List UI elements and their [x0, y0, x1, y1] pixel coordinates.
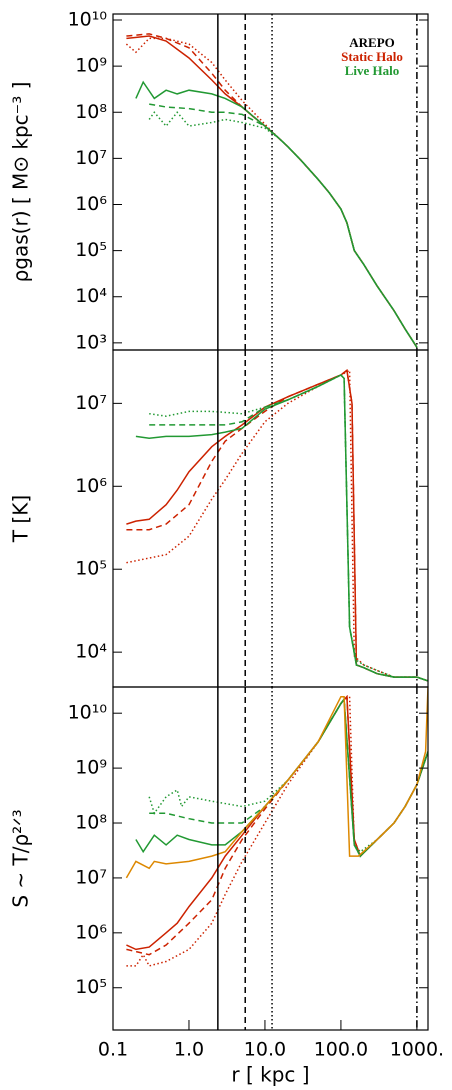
y-tick-label: 10⁷ [75, 147, 107, 169]
y-tick-label: 10⁶ [75, 475, 107, 497]
y-tick-label: 10⁹ [75, 55, 107, 77]
series-line [135, 374, 428, 682]
series-line [125, 37, 418, 348]
x-tick-label: 1.0 [174, 1039, 204, 1061]
x-tick-label: 10.0 [244, 1039, 286, 1061]
y-tick-label: 10⁵ [75, 239, 107, 261]
y-tick-label: 10⁶ [75, 921, 107, 943]
series-line [126, 695, 428, 967]
plot-area [125, 687, 428, 967]
y-axis-label: ρgas(r) [ M⊙ kpc⁻³ ] [9, 82, 33, 283]
legend-entry: Live Halo [345, 63, 400, 78]
y-tick-label: 10⁴ [75, 641, 107, 663]
series-line [148, 697, 428, 853]
series-line [126, 369, 428, 682]
plot-area [126, 369, 428, 682]
series-line [126, 369, 428, 682]
y-tick-label: 10³ [75, 331, 107, 353]
series-line [126, 694, 428, 951]
series-line [126, 694, 428, 956]
legend-entry: AREPO [349, 35, 395, 50]
y-tick-label: 10⁵ [75, 976, 107, 998]
y-tick-label: 10⁴ [75, 285, 107, 307]
x-tick-label: 100.0 [314, 1039, 368, 1061]
y-tick-label: 10⁷ [75, 392, 107, 414]
legend-entry: Static Halo [341, 49, 403, 64]
x-axis-label: r [ kpc ] [231, 1063, 309, 1087]
y-tick-label: 10¹⁰ [68, 9, 107, 31]
series-line [125, 687, 428, 879]
y-tick-label: 10⁸ [75, 812, 107, 834]
plot-area [125, 33, 418, 348]
y-tick-label: 10⁸ [75, 101, 107, 123]
series-line [149, 697, 428, 858]
series-line [135, 80, 418, 348]
plot-frame [112, 686, 429, 1031]
series-line [149, 374, 428, 682]
y-tick-label: 10⁵ [75, 558, 107, 580]
y-tick-label: 10⁹ [75, 757, 107, 779]
y-tick-label: 10¹⁰ [68, 702, 107, 724]
series-line [149, 374, 428, 682]
plot-frame [112, 349, 429, 688]
series-line [149, 103, 418, 348]
x-tick-label: 0.1 [98, 1039, 128, 1061]
series-line [148, 111, 418, 348]
series-line [126, 369, 428, 682]
x-tick-label: 1000. [390, 1039, 444, 1061]
y-tick-label: 10⁶ [75, 193, 107, 215]
y-tick-label: 10⁷ [75, 866, 107, 888]
y-axis-label: S ~ T/ρ²ᐟ³ [9, 809, 33, 907]
y-axis-label: T [K] [9, 495, 33, 543]
